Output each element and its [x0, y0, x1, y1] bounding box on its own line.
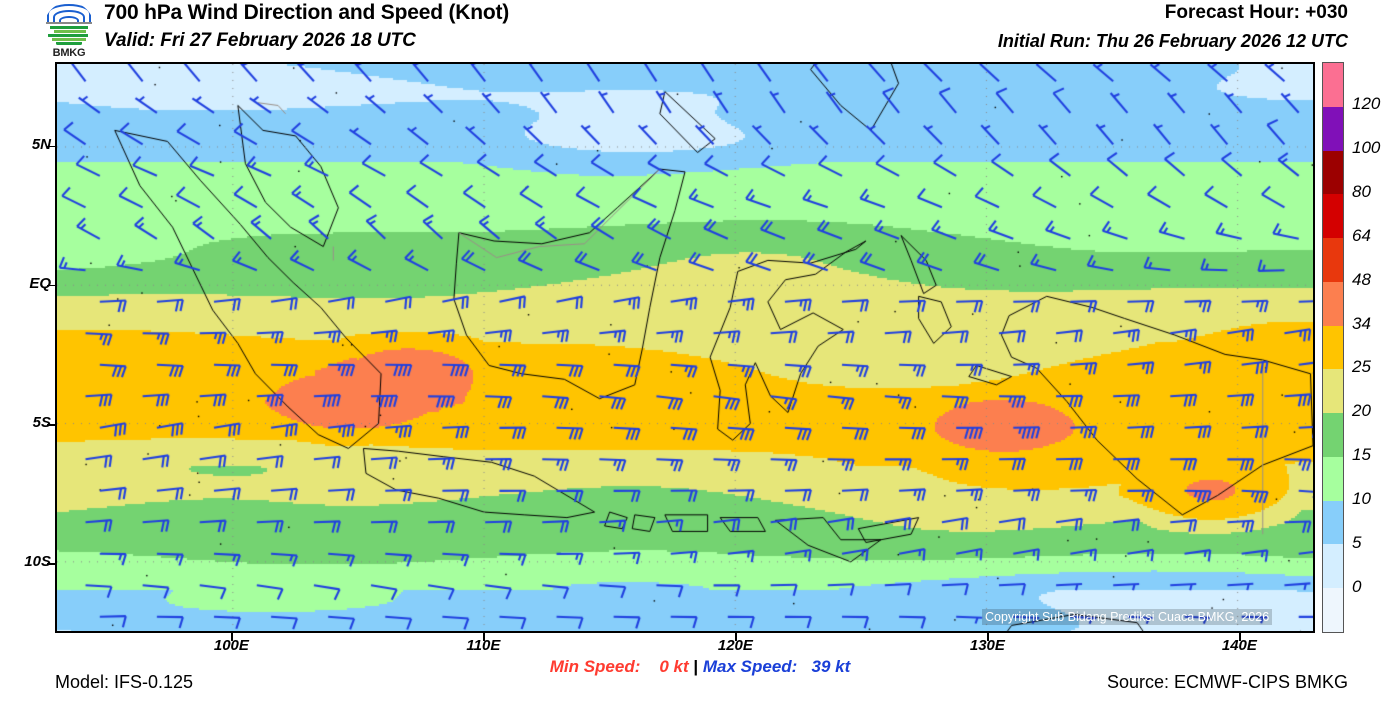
colorbar-tick-20: 20	[1352, 401, 1371, 421]
chart-header: BMKG 700 hPa Wind Direction and Speed (K…	[0, 0, 1400, 60]
colorbar-tick-100: 100	[1352, 137, 1381, 157]
colorbar-tick-48: 48	[1352, 269, 1371, 289]
lon-tick-label-3: 130E	[969, 637, 1005, 654]
lon-tick-mark-2	[735, 633, 737, 641]
lat-tick-mark-2	[47, 424, 55, 426]
colorbar-tick-64: 64	[1352, 225, 1371, 245]
speed-summary: Min Speed: 0 kt | Max Speed: 39 kt	[0, 657, 1400, 677]
bmkg-logo: BMKG	[40, 2, 98, 59]
colorbar-tick-5: 5	[1352, 533, 1362, 553]
speed-colorbar	[1322, 62, 1344, 633]
colorbar-tick-80: 80	[1352, 181, 1371, 201]
lon-tick-mark-3	[987, 633, 989, 641]
logo-waves-icon	[44, 22, 94, 48]
colorbar-segment-1	[1323, 106, 1343, 151]
colorbar-segment-2	[1323, 150, 1343, 195]
lon-tick-mark-0	[231, 633, 233, 641]
lon-tick-mark-4	[1239, 633, 1241, 641]
lon-tick-label-0: 100E	[213, 637, 249, 654]
colorbar-tick-0: 0	[1352, 577, 1362, 597]
lat-tick-mark-1	[47, 284, 55, 287]
min-speed-label: Min Speed:	[549, 657, 641, 676]
initial-run-label: Initial Run: Thu 26 February 2026 12 UTC	[997, 31, 1348, 51]
forecast-hour-label: Forecast Hour: +030	[1164, 2, 1348, 23]
colorbar-tick-25: 25	[1352, 357, 1371, 377]
speed-separator: |	[693, 657, 699, 676]
lon-tick-label-4: 140E	[1221, 637, 1257, 654]
logo-text: BMKG	[52, 47, 86, 59]
colorbar-segment-10	[1323, 500, 1343, 545]
colorbar-tick-120: 120	[1352, 93, 1381, 113]
page-title: 700 hPa Wind Direction and Speed (Knot)	[104, 1, 510, 24]
lon-tick-label-1: 110E	[466, 637, 501, 654]
lon-tick-label-2: 120E	[717, 637, 753, 654]
wind-speed-contour-map	[57, 64, 1313, 631]
colorbar-segment-5	[1323, 281, 1343, 326]
max-speed-label: Max Speed:	[702, 657, 798, 676]
lat-tick-mark-3	[47, 563, 55, 565]
colorbar-segment-0	[1323, 63, 1343, 107]
colorbar-segment-12	[1323, 588, 1343, 632]
lon-tick-mark-1	[483, 633, 485, 641]
source-label: Source: ECMWF-CIPS BMKG	[1106, 672, 1348, 692]
model-label: Model: IFS-0.125	[55, 672, 194, 692]
colorbar-segment-7	[1323, 369, 1343, 414]
colorbar-segment-9	[1323, 456, 1343, 501]
colorbar-segment-11	[1323, 544, 1343, 589]
max-speed-value: 39 kt	[811, 657, 851, 676]
valid-time-label: Valid: Fri 27 February 2026 18 UTC	[104, 30, 416, 51]
lat-tick-label-1: EQ	[29, 274, 51, 292]
min-speed-value: 0 kt	[659, 657, 689, 676]
colorbar-segment-8	[1323, 413, 1343, 457]
colorbar-segment-3	[1323, 194, 1343, 239]
colorbar-tick-10: 10	[1352, 489, 1371, 509]
colorbar-segment-4	[1323, 238, 1343, 282]
map-plot-area[interactable]: Copyright Sub Bidang Prediksi Cuaca BMKG…	[55, 62, 1315, 633]
lat-tick-mark-0	[47, 145, 55, 148]
lat-tick-label-2: 5S	[32, 414, 51, 432]
colorbar-tick-34: 34	[1352, 313, 1371, 333]
copyright-watermark: Copyright Sub Bidang Prediksi Cuaca BMKG…	[982, 609, 1273, 625]
lat-tick-label-0: 5N	[31, 135, 51, 153]
colorbar-segment-6	[1323, 325, 1343, 370]
lat-tick-label-3: 10S	[24, 553, 51, 571]
logo-dome-icon	[44, 2, 94, 40]
colorbar-tick-15: 15	[1352, 445, 1371, 465]
